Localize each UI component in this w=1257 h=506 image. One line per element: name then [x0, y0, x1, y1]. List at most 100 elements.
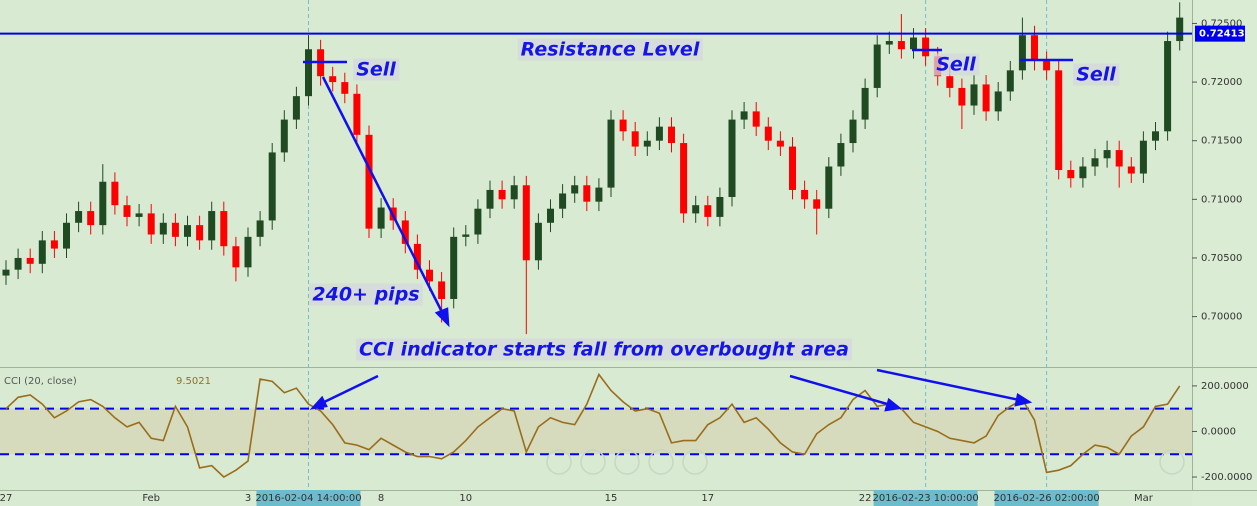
arrow-head — [1014, 392, 1033, 407]
candle-body — [377, 207, 385, 229]
candle-body — [801, 189, 809, 200]
candle-body — [474, 208, 482, 235]
annotation: Sell — [936, 54, 976, 76]
candle-body — [583, 185, 591, 202]
candle-body — [450, 236, 458, 299]
candle-body — [2, 269, 10, 276]
y-tick-label: 0.70500 — [1201, 253, 1242, 264]
candle-body — [75, 211, 83, 223]
x-tick-label: 10 — [459, 493, 472, 504]
candle-body — [813, 199, 821, 209]
candle-body — [280, 119, 288, 153]
candle-body — [26, 257, 34, 264]
y-tick-label: 0.70000 — [1201, 312, 1242, 323]
candle-body — [1115, 150, 1123, 167]
candle-body — [958, 87, 966, 106]
candle-body — [1006, 70, 1014, 92]
candle-body — [208, 211, 216, 241]
legend-label: CCI (20, close) — [4, 376, 77, 387]
arrow-head — [434, 307, 450, 328]
price-label-box — [1195, 25, 1245, 42]
candle-body — [1018, 35, 1026, 71]
x-tick-label: Feb — [142, 493, 160, 504]
x-tick-label: 2016-02-04 14:00:00 — [255, 493, 361, 504]
candle-body — [184, 225, 191, 237]
reset[interactable] — [614, 449, 640, 475]
candle-body — [1091, 158, 1099, 167]
candle-body — [486, 189, 494, 209]
candle-body — [764, 126, 772, 141]
candle-body — [135, 213, 143, 217]
candle-body — [1103, 150, 1111, 159]
candle-body — [825, 166, 833, 209]
candle-body — [63, 222, 70, 249]
cci-band-fill — [0, 408, 1192, 455]
y-tick-label: 0.72500 — [1201, 18, 1242, 29]
candle-body — [861, 87, 869, 120]
candle-body — [196, 225, 204, 241]
annotation-bg — [353, 58, 400, 81]
annotation: Sell — [1076, 64, 1116, 86]
x-label-box — [873, 490, 978, 506]
scroll-right[interactable] — [682, 449, 708, 475]
resistance-label: 0.72413 — [1199, 29, 1245, 40]
candle-body — [776, 140, 784, 147]
x-tick-label: 3 — [245, 493, 251, 504]
annotation-bg — [356, 338, 852, 361]
candle-body — [571, 185, 579, 194]
annotation: Resistance Level — [521, 39, 700, 61]
candle-body — [438, 281, 446, 299]
annotation: CCI indicator starts fall from overbough… — [359, 339, 849, 361]
candle-body — [789, 146, 796, 190]
candle-body — [619, 119, 627, 132]
candle-body — [716, 196, 724, 217]
x-label-box — [994, 490, 1099, 506]
scroll-left[interactable] — [546, 449, 572, 475]
candle-body — [341, 82, 349, 94]
candle-body — [87, 211, 95, 226]
candle-body — [547, 208, 554, 223]
x-tick-label: 8 — [378, 493, 384, 504]
candle-body — [244, 236, 252, 268]
y-tick-label: 0.71500 — [1201, 136, 1242, 147]
nav-controls[interactable] — [546, 449, 1185, 475]
arrow — [876, 368, 1025, 403]
x-tick-label: 22 — [859, 493, 872, 504]
legend-value: 9.5021 — [176, 376, 211, 387]
candle-body — [220, 211, 228, 247]
candle-body — [1152, 131, 1159, 141]
candle-body — [401, 220, 409, 244]
candle-body — [631, 131, 639, 147]
arrow — [789, 374, 895, 408]
candle-body — [111, 181, 119, 206]
y-tick-label: 200.0000 — [1201, 381, 1249, 392]
arrow-head — [884, 397, 903, 412]
annotation: 240+ pips — [312, 284, 419, 306]
candle-body — [50, 240, 58, 249]
candle-body — [849, 119, 857, 144]
zoom-out[interactable] — [580, 449, 606, 475]
candle-body — [38, 240, 46, 264]
candle-body — [413, 243, 421, 270]
candle-body — [292, 96, 300, 120]
candle-body — [994, 91, 1002, 112]
cci-line — [5, 372, 1181, 479]
zoom-in[interactable] — [648, 449, 674, 475]
candle-body — [147, 213, 155, 235]
y-tick-label: 0.72000 — [1201, 77, 1242, 88]
go-to-end[interactable] — [1159, 449, 1185, 475]
x-tick-label: Mar — [1134, 493, 1154, 504]
arrow-head — [309, 395, 328, 410]
candle-body — [462, 234, 470, 237]
candle-body — [305, 49, 312, 97]
candle-body — [498, 189, 506, 200]
x-label-box — [256, 490, 361, 506]
candle-body — [123, 205, 131, 217]
candle-body — [728, 119, 736, 197]
candle-body — [522, 185, 530, 261]
candle-body — [426, 269, 433, 282]
candle-body — [655, 126, 663, 141]
arrow — [317, 374, 379, 407]
